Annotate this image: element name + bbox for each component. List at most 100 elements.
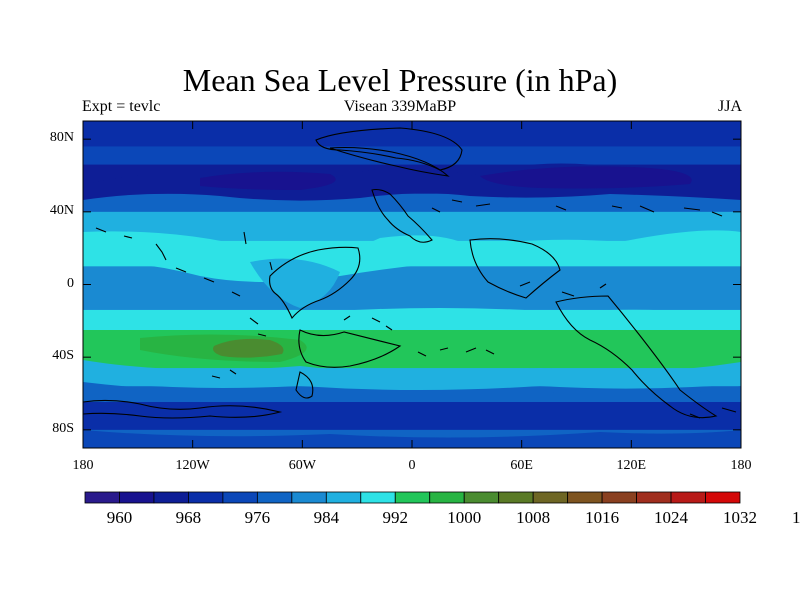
- colorbar-swatch: [256, 491, 293, 504]
- island-outline-7: [231, 291, 241, 297]
- island-outline-17: [561, 291, 575, 297]
- colorbar-tick-label: 992: [382, 508, 409, 527]
- island-outline-9: [451, 199, 463, 203]
- experiment-label: Expt = tevlc: [82, 98, 161, 115]
- island-outline-13: [639, 205, 655, 213]
- island-outline-23: [465, 347, 477, 353]
- lon-tick-label: 120W: [175, 458, 210, 473]
- coastline-1: [329, 146, 450, 177]
- lat-tick-label: 0: [67, 275, 74, 291]
- colorbar-tick-label: 960: [106, 508, 133, 527]
- colorbar-swatch: [429, 491, 465, 504]
- island-outline-31: [689, 413, 701, 419]
- island-outline-11: [555, 205, 567, 211]
- colorbar-swatch: [222, 491, 258, 504]
- coastline-0: [315, 127, 463, 171]
- island-outline-12: [611, 205, 623, 209]
- pressure-contour-region-4: [250, 258, 340, 308]
- island-outline-20: [229, 369, 237, 375]
- lat-tick-label: 40S: [52, 348, 74, 364]
- colorbar-swatch: [394, 491, 431, 504]
- island-outline-16: [519, 281, 531, 287]
- island-outline-25: [371, 317, 381, 323]
- coastline-7: [295, 371, 314, 399]
- pressure-contour-region-2: [480, 166, 692, 189]
- colorbar-tick-label: 1032: [723, 508, 757, 527]
- lon-tick-label: 180: [72, 458, 94, 473]
- colorbar-tick-label: 1024: [654, 508, 689, 527]
- colorbar-tick-label: 1008: [516, 508, 551, 527]
- lon-tick-label: 120E: [616, 458, 647, 473]
- colorbar-swatch: [601, 491, 637, 504]
- pressure-contour-region-9: [83, 430, 741, 448]
- colorbar-swatch: [119, 491, 155, 504]
- colorbar-swatch: [670, 491, 706, 504]
- high-pressure-cell: [213, 338, 284, 358]
- coastline-6: [298, 329, 402, 368]
- period-label: Visean 339MaBP: [343, 98, 457, 115]
- island-outline-1: [123, 235, 133, 239]
- island-outline-29: [257, 333, 267, 337]
- colorbar-swatch: [153, 491, 189, 504]
- lat-tick-label: 80S: [52, 420, 74, 436]
- pressure-contour-region-1: [200, 171, 336, 190]
- island-outline-19: [211, 375, 221, 379]
- pressure-contour-region-3: [83, 230, 741, 282]
- coastline-8: [83, 399, 281, 419]
- island-outline-6: [269, 261, 273, 271]
- island-outline-28: [249, 317, 259, 325]
- island-outline-15: [711, 211, 723, 217]
- island-outline-30: [721, 407, 737, 413]
- map-title: Mean Sea Level Pressure (in hPa): [182, 62, 618, 98]
- coastline-4: [469, 238, 561, 299]
- island-outline-24: [485, 349, 495, 355]
- island-outline-0: [95, 227, 107, 233]
- lat-tick-label: 80N: [49, 130, 74, 146]
- colorbar-tick-label: 968: [175, 508, 202, 527]
- island-outline-5: [243, 231, 247, 245]
- lon-tick-label: 180: [730, 458, 752, 473]
- season-label: JJA: [717, 98, 742, 115]
- colorbar-swatch: [532, 491, 569, 504]
- coastline-3: [269, 246, 361, 320]
- colorbar-swatch: [705, 491, 741, 504]
- colorbar-swatch: [84, 491, 120, 504]
- lon-tick-label: 0: [408, 458, 416, 473]
- colorbar-tick-label: 1000: [447, 508, 482, 527]
- island-outline-2: [155, 243, 167, 261]
- island-outline-4: [203, 277, 215, 283]
- lon-tick-label: 60W: [288, 458, 316, 473]
- pressure-band-11: [83, 400, 741, 431]
- colorbar-swatch: [291, 491, 327, 504]
- lat-tick-label: 40N: [49, 202, 74, 218]
- coastline-5: [555, 295, 718, 419]
- colorbar-tick-label: 1016: [585, 508, 620, 527]
- colorbar-tick-label: 984: [313, 508, 340, 527]
- island-outline-14: [683, 207, 701, 211]
- colorbar-swatch: [360, 491, 396, 504]
- colorbar-swatch: [463, 491, 500, 504]
- colorbar-tick-label: 1040: [791, 508, 800, 527]
- island-outline-21: [417, 351, 427, 357]
- colorbar-swatch: [498, 491, 534, 504]
- colorbar-swatch: [325, 491, 362, 504]
- island-outline-10: [475, 203, 491, 207]
- lon-tick-label: 60E: [510, 458, 533, 473]
- island-outline-26: [385, 325, 393, 331]
- island-outline-3: [175, 267, 187, 273]
- colorbar-swatch: [188, 491, 224, 504]
- pressure-contour-region-5: [83, 308, 741, 330]
- pressure-contour-region-8: [83, 382, 741, 402]
- colorbar-swatch: [567, 491, 603, 504]
- island-outline-22: [439, 347, 449, 351]
- colorbar-swatch: [636, 491, 672, 504]
- pressure-band-1: [83, 146, 741, 166]
- island-outline-18: [599, 283, 607, 289]
- island-outline-27: [343, 315, 351, 321]
- colorbar-tick-label: 976: [244, 508, 271, 527]
- coastline-2: [371, 188, 433, 243]
- pressure-contour-region-7: [83, 360, 741, 390]
- island-outline-8: [431, 207, 441, 213]
